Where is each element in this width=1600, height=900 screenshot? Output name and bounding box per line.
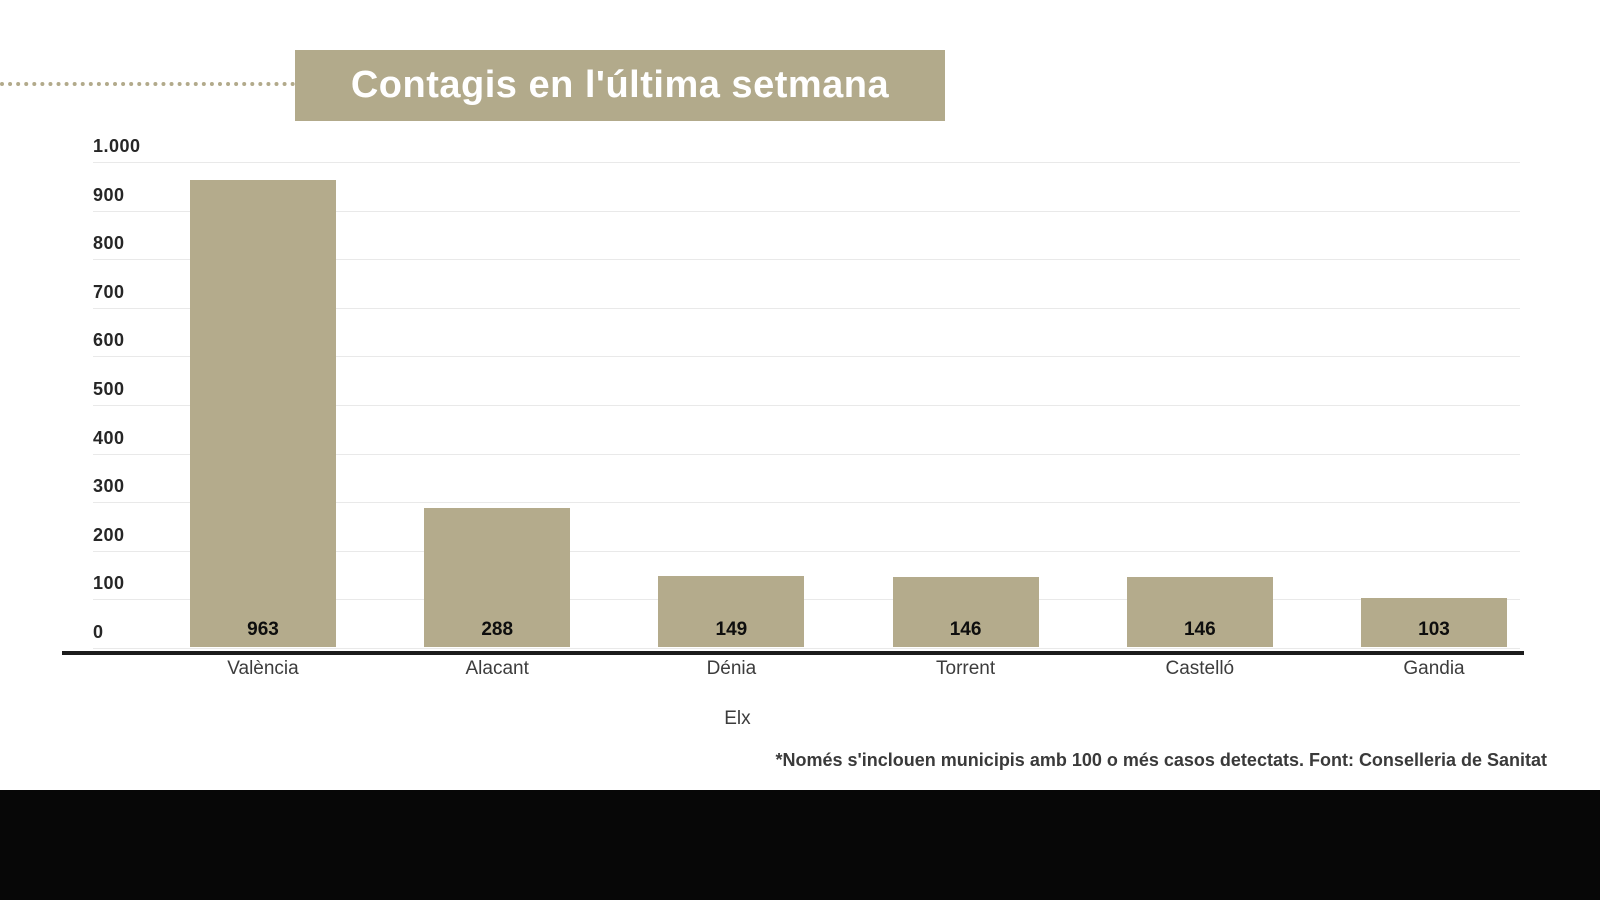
bar: 103 bbox=[1361, 597, 1507, 647]
y-axis-tick-label: 100 bbox=[93, 573, 125, 594]
title-banner: Contagis en l'última setmana bbox=[295, 50, 945, 121]
bar-value-label: 103 bbox=[1418, 618, 1450, 640]
x-axis-label: Dénia bbox=[706, 658, 757, 679]
y-gridline bbox=[93, 502, 1520, 504]
footnote: *Només s'inclouen municipis amb 100 o mé… bbox=[775, 750, 1547, 770]
bar-value-label: 146 bbox=[949, 618, 982, 640]
y-axis-tick-label: 200 bbox=[93, 524, 125, 545]
bar-value-label: 149 bbox=[715, 618, 748, 640]
x-axis-label: València bbox=[227, 658, 299, 679]
y-gridline bbox=[93, 210, 1520, 212]
bar: 963 bbox=[190, 179, 336, 647]
bar-value-label: 146 bbox=[1183, 618, 1216, 640]
y-axis-tick-label: 300 bbox=[93, 476, 125, 497]
header-dotted-line bbox=[0, 82, 295, 86]
y-axis-tick-label: 0 bbox=[93, 622, 104, 642]
x-axis-label: Torrent bbox=[936, 658, 996, 679]
y-axis-tick-label: 900 bbox=[93, 184, 125, 205]
bar: 146 bbox=[1126, 577, 1273, 647]
y-axis-tick-label: 1.000 bbox=[93, 136, 141, 156]
bar: 288 bbox=[424, 508, 571, 647]
y-gridline bbox=[93, 356, 1520, 358]
x-axis-label: Gandia bbox=[1403, 658, 1465, 679]
y-gridline bbox=[93, 453, 1520, 455]
x-axis-label: Alacant bbox=[465, 658, 529, 679]
x-axis-baseline bbox=[62, 651, 1524, 655]
y-gridline bbox=[93, 259, 1520, 261]
y-axis-tick-label: 600 bbox=[93, 330, 125, 351]
y-gridline bbox=[93, 307, 1520, 309]
y-gridline bbox=[93, 162, 1520, 163]
y-axis-tick-label: 700 bbox=[93, 281, 125, 302]
bar: 146 bbox=[892, 577, 1039, 647]
x-axis-label: Castelló bbox=[1165, 658, 1235, 679]
bar: 149 bbox=[658, 575, 805, 647]
page-title: Contagis en l'última setmana bbox=[350, 64, 890, 106]
footer-bar: à NTC bbox=[0, 790, 1600, 900]
y-axis-tick-label: 400 bbox=[93, 427, 125, 448]
x-axis-label-second-row: Elx bbox=[724, 708, 751, 729]
y-axis-tick-label: 500 bbox=[93, 379, 125, 399]
y-gridline bbox=[93, 648, 1520, 649]
y-gridline bbox=[93, 405, 1520, 406]
y-gridline bbox=[93, 550, 1520, 552]
y-axis-tick-label: 800 bbox=[93, 233, 125, 254]
bar-value-label: 963 bbox=[247, 618, 279, 640]
y-gridline bbox=[93, 599, 1520, 601]
bar-value-label: 288 bbox=[481, 618, 514, 640]
